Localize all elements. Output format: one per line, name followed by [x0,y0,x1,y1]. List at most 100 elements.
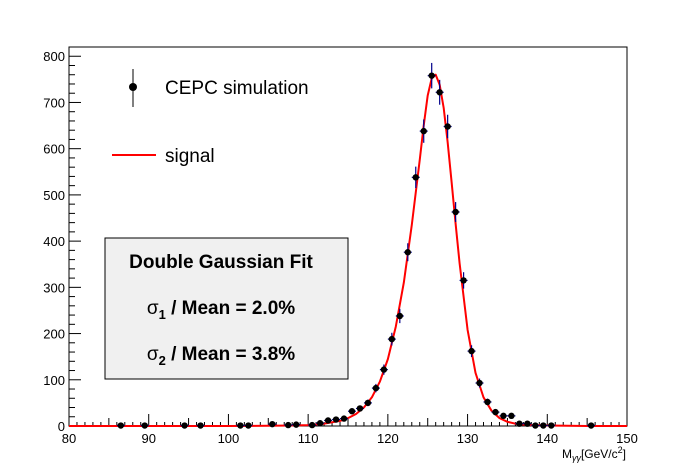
point-marker [444,123,451,130]
y-tick-label: 700 [43,95,65,110]
point-marker [587,422,595,429]
point-marker [348,408,356,415]
point-marker [285,421,292,429]
x-tick-label: 90 [141,431,155,446]
point-marker [197,422,204,429]
data-point [395,308,404,324]
data-point [268,420,277,428]
data-point [411,166,420,189]
x-tick-label: 100 [218,431,240,446]
point-marker [412,174,419,181]
fit-info-box-frame [104,237,349,380]
y-axis: 0 100 200 300 400 500 600 700 800 [43,46,81,434]
point-marker [308,421,316,429]
fit-info-title: Double Gaussian Fit [129,252,313,273]
data-point [435,79,444,105]
sigma-1-text: / Mean = 2.0% [166,298,295,319]
legend-points-label: CEPC simulation [165,78,309,99]
data-point [180,422,189,429]
point-marker [141,422,148,429]
data-point [459,272,468,289]
y-tick-label: 100 [43,373,65,388]
point-marker [420,127,427,135]
point-marker [436,89,443,96]
x-tick-label: 80 [62,431,76,446]
x-axis-title-close: ] [623,447,626,461]
data-points-group [116,62,596,429]
point-marker [508,412,515,420]
fit-info-box: Double Gaussian Fit σ1 / Mean = 2.0% σ2 … [104,237,349,380]
point-marker [468,347,475,355]
data-point [308,421,317,429]
sigma-1-symbol: σ [147,298,159,319]
y-tick-label: 500 [43,188,65,203]
point-marker [524,420,531,427]
point-marker [404,249,411,256]
data-point [587,422,596,429]
y-tick-label: 600 [43,142,65,157]
point-marker [269,420,276,428]
point-marker [117,422,125,429]
data-point [316,420,325,427]
point-marker [356,405,364,412]
point-marker [181,422,188,429]
sigma-1-subscript: 1 [159,307,166,322]
x-tick-label: 150 [616,431,638,446]
data-point [475,378,484,388]
x-tick-label: 110 [298,431,319,446]
fit-info-line-2: σ2 / Mean = 3.8% [147,344,295,368]
y-tick-label: 0 [58,419,65,434]
data-point [371,383,380,393]
y-tick-label: 400 [43,234,65,249]
data-point [387,332,396,346]
data-point [483,398,492,406]
point-marker [388,335,396,343]
data-point [244,422,253,429]
data-point [332,416,341,423]
point-marker [316,420,324,427]
point-marker [396,312,404,320]
data-point [531,422,540,429]
point-marker [532,422,539,429]
data-point [355,405,364,412]
data-point [443,114,452,139]
data-point [403,243,412,262]
point-marker [364,399,372,407]
data-point [363,399,372,407]
data-point [467,345,476,358]
data-point [292,421,301,428]
x-axis-title-subscript: γγ [572,453,582,463]
legend: CEPC simulation signal [112,69,309,167]
point-marker [452,208,459,216]
legend-line-label: signal [165,146,215,167]
data-point [196,422,205,429]
x-axis-title-main: M [562,447,572,461]
data-point [236,422,245,429]
y-tick-label: 300 [43,280,65,295]
x-axis-title: Mγγ[GeV/c2] [562,445,626,463]
data-point [419,119,428,143]
fit-info-line-1: σ1 / Mean = 2.0% [147,298,295,322]
point-marker [516,420,523,427]
data-point [547,422,556,429]
data-point [427,62,436,89]
point-marker [548,422,555,429]
data-point [116,422,125,429]
data-point [499,412,508,420]
x-axis-title-superscript: 2 [618,445,623,455]
x-axis-title-unit: [GeV/c [581,447,618,461]
point-marker [292,421,300,428]
data-point [491,408,500,416]
data-point [284,421,293,429]
point-marker [332,416,340,423]
point-marker [500,412,507,420]
x-tick-label: 120 [377,431,399,446]
point-marker [492,408,499,416]
data-point [507,412,516,420]
data-point [348,408,356,415]
data-point [140,422,149,429]
point-marker [428,72,435,79]
data-point [340,415,348,422]
x-axis: 80 90 100 110 120 130 140 150 [62,414,638,446]
